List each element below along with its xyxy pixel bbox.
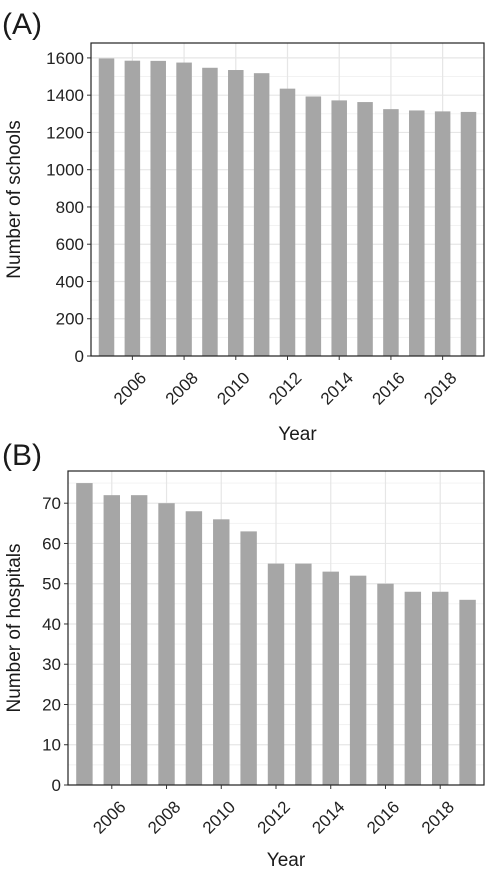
bar-2006 xyxy=(124,60,141,357)
bar-2018 xyxy=(434,111,451,356)
bar-2009 xyxy=(185,511,203,785)
x-tick-label: 2016 xyxy=(363,797,403,837)
bar-2007 xyxy=(150,60,166,357)
x-axis-title: Year xyxy=(267,850,306,871)
bar-2009 xyxy=(202,67,218,356)
bar-2017 xyxy=(404,591,422,785)
y-tick-label: 600 xyxy=(56,235,84,254)
y-tick-label: 1000 xyxy=(46,161,84,180)
bar-2014 xyxy=(331,100,347,356)
x-tick-label: 2018 xyxy=(420,368,460,408)
x-tick-label: 2008 xyxy=(144,797,184,837)
bar-2013 xyxy=(305,96,322,357)
x-tick-label: 2006 xyxy=(110,368,150,408)
bar-2007 xyxy=(130,495,148,785)
x-tick-label: 2008 xyxy=(162,368,202,408)
bar-2019 xyxy=(459,599,476,785)
y-tick-label: 60 xyxy=(42,534,61,553)
bar-2016 xyxy=(383,109,399,356)
bar-2016 xyxy=(377,583,394,785)
x-tick-label: 2010 xyxy=(213,368,253,408)
bar-2011 xyxy=(240,531,257,785)
y-tick-label: 0 xyxy=(52,776,61,795)
bar-2013 xyxy=(295,563,312,785)
bar-2006 xyxy=(103,495,120,785)
x-tick-label: 2012 xyxy=(265,368,305,408)
x-axis-title: Year xyxy=(278,424,317,445)
y-tick-label: 50 xyxy=(42,575,61,594)
bar-2017 xyxy=(409,110,425,356)
y-tick-label: 10 xyxy=(42,736,61,755)
y-tick-label: 1400 xyxy=(46,86,84,105)
y-tick-label: 20 xyxy=(42,695,61,714)
bar-2010 xyxy=(213,519,230,785)
y-axis-title: Number of schools xyxy=(4,120,25,278)
y-tick-label: 0 xyxy=(75,347,84,366)
x-tick-label: 2010 xyxy=(199,797,239,837)
y-tick-label: 200 xyxy=(56,310,84,329)
chart-panel-2: 0 10 20 30 40 50 60 70 2006 2008 2010 2012 2014 2016 2… xyxy=(2,439,485,871)
y-tick-label: 1200 xyxy=(46,123,84,142)
bar-2014 xyxy=(322,571,339,785)
bar-2008 xyxy=(176,62,192,356)
y-tick-label: 800 xyxy=(56,198,84,217)
bar-2012 xyxy=(267,563,285,785)
chart-panel-1: 0 200 400 600 800 1000 1200 1400 1600 2006 2008 201… xyxy=(2,8,485,445)
bar-2005 xyxy=(76,483,93,785)
y-tick-label: 70 xyxy=(42,494,61,513)
x-tick-label: 2006 xyxy=(89,797,129,837)
x-tick-label: 2018 xyxy=(418,797,458,837)
y-tick-label: 1600 xyxy=(46,49,84,68)
bar-2018 xyxy=(432,591,449,785)
bar-2015 xyxy=(349,575,367,785)
x-tick-label: 2012 xyxy=(254,797,294,837)
bar-2011 xyxy=(253,73,270,357)
x-tick-label: 2014 xyxy=(308,797,348,837)
x-tick-label: 2016 xyxy=(369,368,409,408)
y-axis-title: Number of hospitals xyxy=(4,544,25,713)
bar-2019 xyxy=(460,111,477,356)
y-tick-label: 30 xyxy=(42,655,61,674)
x-tick-label: 2014 xyxy=(317,368,357,408)
bar-2015 xyxy=(357,102,373,356)
y-tick-label: 400 xyxy=(56,272,84,291)
bar-2010 xyxy=(228,70,244,356)
bar-2005 xyxy=(98,58,115,357)
bar-2008 xyxy=(158,503,175,785)
panel-label: (B) xyxy=(2,439,42,472)
panel-label: (A) xyxy=(2,8,42,41)
bar-2012 xyxy=(279,88,296,356)
y-tick-label: 40 xyxy=(42,615,61,634)
